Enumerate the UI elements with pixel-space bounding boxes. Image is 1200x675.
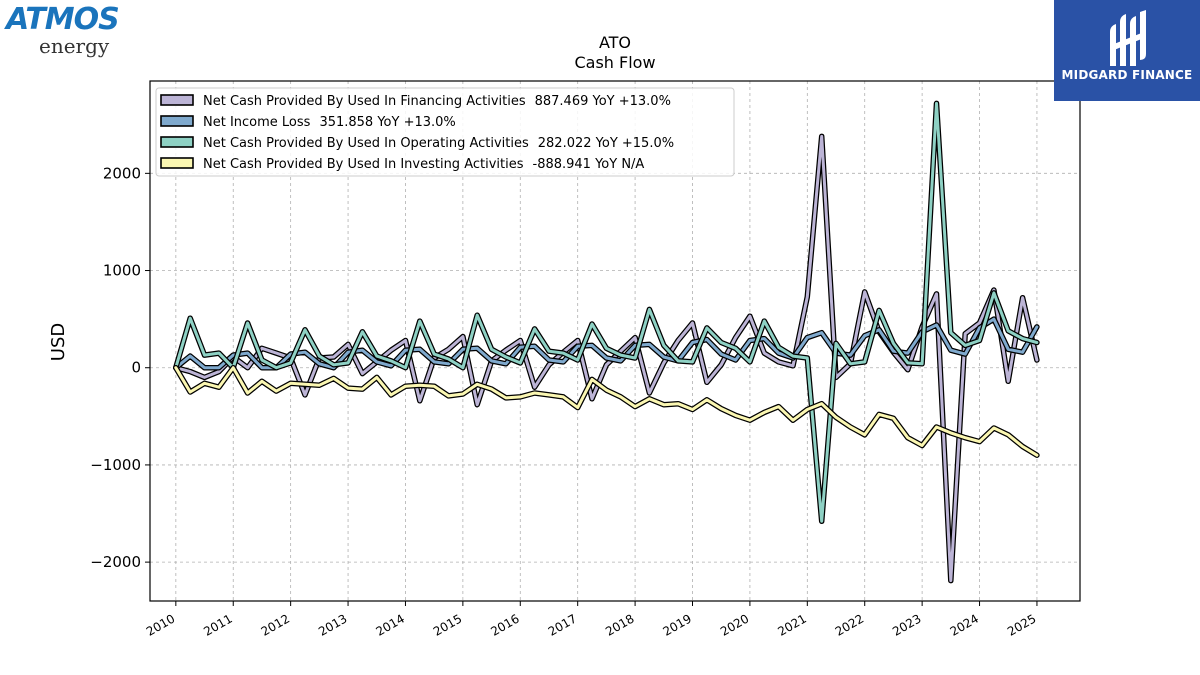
x-tick-label: 2024	[948, 611, 981, 638]
logo-brand-text: ATMOS	[6, 2, 120, 37]
legend-swatch	[160, 115, 194, 127]
legend-series-value: 351.858 YoY +13.0%	[319, 115, 455, 130]
legend-swatch	[160, 157, 194, 169]
x-tick-label: 2023	[890, 611, 923, 638]
x-tick-label: 2013	[316, 611, 349, 638]
x-tick-label: 2019	[661, 611, 694, 638]
y-tick-label: 2000	[103, 164, 141, 182]
x-tick-label: 2011	[201, 611, 234, 638]
x-tick-label: 2010	[144, 611, 177, 638]
x-tick-label: 2017	[546, 611, 579, 638]
midgard-finance-logo: MIDGARD FINANCE	[1054, 0, 1200, 101]
legend-item: Net Cash Provided By Used In Investing A…	[160, 157, 644, 172]
x-tick-label: 2018	[603, 611, 636, 638]
y-tick-label: 1000	[103, 262, 141, 280]
legend-series-name: Net Cash Provided By Used In Financing A…	[203, 94, 526, 109]
legend-label: Net Cash Provided By Used In Operating A…	[203, 136, 674, 151]
x-tick-label: 2025	[1005, 611, 1038, 638]
legend-label: Net Cash Provided By Used In Financing A…	[203, 94, 671, 109]
legend-series-value: 887.469 YoY +13.0%	[535, 94, 671, 109]
legend-item: Net Cash Provided By Used In Operating A…	[160, 136, 674, 151]
chart-subtitle: Cash Flow	[574, 53, 655, 72]
series-net-cash-provided-by-used-in-investing-activities	[173, 364, 1040, 458]
atmos-energy-logo: ATMOS energy	[6, 4, 128, 60]
y-axis-label: USD	[48, 323, 69, 361]
axis-ticks: 2010 2011 2012 2013 2014 2015 2016 2017 2018 2019…	[90, 164, 1038, 639]
plot-frame	[149, 80, 1081, 602]
legend-item: Net Cash Provided By Used In Financing A…	[160, 94, 671, 109]
legend: Net Cash Provided By Used In Financing A…	[155, 87, 735, 177]
legend-series-name: Net Cash Provided By Used In Operating A…	[203, 136, 529, 151]
x-tick-label: 2016	[488, 611, 521, 638]
x-tick-label: 2015	[431, 611, 464, 638]
series-line	[174, 101, 1039, 523]
x-tick-label: 2020	[718, 611, 751, 638]
legend-label: Net Income Loss 351.858 YoY +13.0%	[203, 115, 456, 130]
series-net-income-loss	[173, 316, 1040, 371]
legend-series-value: 282.022 YoY +15.0%	[538, 136, 674, 151]
y-tick-label: −2000	[90, 553, 141, 571]
x-tick-label: 2022	[833, 611, 866, 638]
legend-series-name: Net Cash Provided By Used In Investing A…	[203, 157, 524, 172]
legend-swatch	[160, 94, 194, 106]
legend-swatch	[160, 136, 194, 148]
series-layer	[173, 100, 1040, 584]
legend-series-name: Net Income Loss	[203, 115, 311, 130]
legend-item: Net Income Loss 351.858 YoY +13.0%	[160, 115, 456, 130]
y-tick-label: −1000	[90, 456, 141, 474]
series-line	[174, 317, 1039, 370]
series-outline	[173, 364, 1040, 458]
legend-box	[155, 87, 735, 177]
legend-label: Net Cash Provided By Used In Investing A…	[203, 157, 644, 172]
x-tick-label: 2021	[775, 611, 808, 638]
chart-title: ATO	[599, 33, 631, 52]
x-tick-label: 2014	[374, 611, 407, 638]
midgard-name: MIDGARD FINANCE	[1061, 68, 1193, 82]
series-line	[174, 366, 1039, 457]
logo-sub-text: energy	[39, 34, 110, 58]
midgard-mark-icon	[1110, 10, 1146, 66]
legend-series-value: -888.941 YoY N/A	[533, 157, 645, 172]
x-tick-label: 2012	[259, 611, 292, 638]
series-net-cash-provided-by-used-in-operating-activities	[173, 100, 1040, 525]
y-tick-label: 0	[131, 359, 141, 377]
